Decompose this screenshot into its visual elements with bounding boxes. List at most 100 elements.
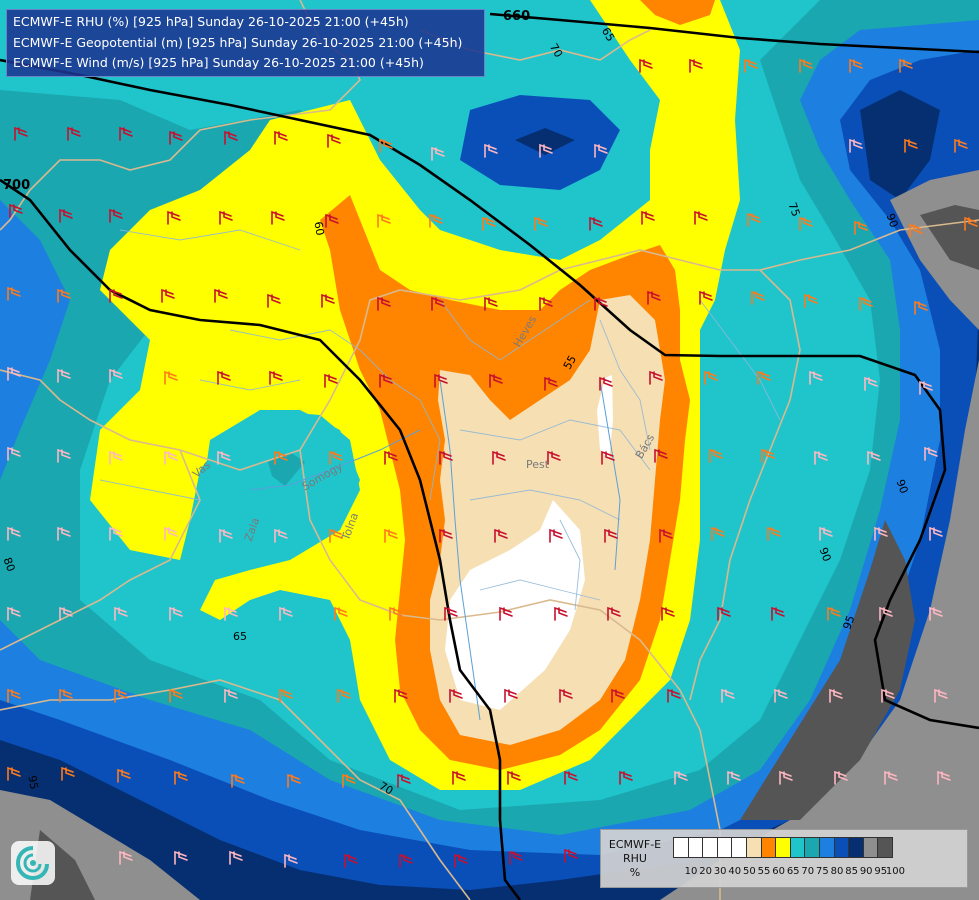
wind-barb	[174, 770, 188, 785]
wind-barb	[164, 450, 178, 465]
wind-barb	[494, 528, 508, 543]
legend-tick: 65	[786, 866, 800, 877]
wind-barb	[919, 380, 933, 395]
wind-barb	[827, 606, 841, 621]
wind-barb	[329, 528, 343, 543]
wind-barb	[849, 138, 863, 153]
wind-barb	[619, 770, 633, 785]
wind-barb	[384, 450, 398, 465]
wind-barb	[337, 688, 351, 703]
legend-swatch	[848, 837, 864, 858]
wind-barb	[161, 288, 175, 303]
wind-barb	[219, 528, 233, 543]
wind-barb	[779, 770, 793, 785]
legend-tick: 85	[845, 866, 858, 877]
wind-barb	[744, 58, 758, 73]
legend-title-line: ECMWF-E	[608, 838, 662, 851]
wind-barb	[814, 450, 828, 465]
wind-barb	[389, 606, 403, 621]
wind-barb	[274, 450, 288, 465]
wind-barb	[271, 210, 285, 225]
wind-barb	[59, 688, 73, 703]
wind-barb	[57, 368, 71, 383]
legend-swatch	[716, 837, 733, 858]
wind-barb	[757, 370, 771, 385]
wind-barb	[114, 688, 128, 703]
wind-barb	[709, 448, 723, 463]
wind-barb	[334, 606, 348, 621]
wind-barb	[859, 296, 873, 311]
wind-barb	[547, 450, 561, 465]
wind-barb	[689, 58, 703, 73]
wind-barb	[751, 290, 765, 305]
wind-barb	[399, 853, 413, 868]
wind-barb	[774, 688, 788, 703]
wind-barb	[377, 296, 391, 311]
geopotential-title: ECMWF-E Geopotential (m) [925 hPa] Sunda…	[13, 34, 463, 50]
wind-barb	[904, 138, 918, 153]
wind-barb	[59, 606, 73, 621]
legend-swatch	[877, 837, 893, 858]
wind-barb	[829, 688, 843, 703]
wind-barb	[114, 606, 128, 621]
wind-barb	[219, 210, 233, 225]
wind-barb	[452, 770, 466, 785]
rhu-label: 65	[233, 630, 247, 643]
wind-barb	[229, 850, 243, 865]
wind-barb	[454, 853, 468, 868]
legend-swatch	[745, 837, 762, 858]
wind-barb	[747, 212, 761, 227]
wind-barb	[327, 133, 341, 148]
wind-barb	[7, 526, 21, 541]
wind-barb	[9, 203, 23, 218]
wind-barb	[169, 130, 183, 145]
wind-barb	[7, 366, 21, 381]
wind-barb	[429, 213, 443, 228]
wind-barb	[594, 296, 608, 311]
wind-barb	[57, 526, 71, 541]
rivers	[249, 379, 621, 721]
rhu-70-island	[200, 410, 360, 565]
wind-barb	[59, 208, 73, 223]
rhu-label: 60	[311, 220, 327, 237]
wind-barb	[799, 216, 813, 231]
wind-barb	[57, 448, 71, 463]
wind-barb	[14, 126, 28, 141]
legend-tick: 20	[699, 866, 712, 877]
wind-barb	[269, 370, 283, 385]
wind-barb	[164, 526, 178, 541]
wind-barb	[881, 688, 895, 703]
wind-barb	[217, 370, 231, 385]
wind-barb	[444, 606, 458, 621]
legend-swatches	[673, 837, 893, 858]
wind-barb	[379, 373, 393, 388]
wind-barb	[659, 528, 673, 543]
legend-tick: 40	[728, 866, 742, 877]
wind-barb	[954, 138, 968, 153]
wind-barb	[504, 688, 518, 703]
wind-barb	[7, 446, 21, 461]
legend-swatch	[687, 837, 704, 858]
wind-barb	[507, 770, 521, 785]
wind-barb	[397, 773, 411, 788]
legend-swatch	[702, 837, 718, 858]
wind-barb	[564, 848, 578, 863]
wind-barb	[267, 293, 281, 308]
wind-barb	[867, 450, 881, 465]
legend-title-line: %	[629, 866, 641, 879]
wind-barb	[937, 770, 951, 785]
wind-barb	[7, 766, 21, 781]
wind-barb	[721, 688, 735, 703]
legend-swatch	[760, 837, 777, 858]
wind-barb	[439, 528, 453, 543]
wind-barb	[67, 126, 81, 141]
wind-barb	[639, 58, 653, 73]
wind-barb	[167, 210, 181, 225]
wind-barb	[434, 373, 448, 388]
wind-barb	[379, 138, 393, 153]
wind-barb	[674, 770, 688, 785]
wind-barb	[909, 223, 923, 238]
wind-barb	[324, 373, 338, 388]
map-title-panel: ECMWF-E RHU (%) [925 hPa] Sunday 26-10-2…	[6, 9, 485, 77]
wind-barb	[924, 446, 938, 461]
